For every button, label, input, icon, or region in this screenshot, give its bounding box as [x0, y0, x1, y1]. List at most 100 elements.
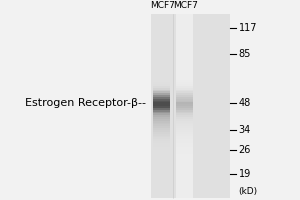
Bar — [176, 128, 193, 130]
Bar — [176, 141, 193, 143]
Bar — [153, 157, 170, 159]
Bar — [176, 49, 193, 51]
Bar — [153, 148, 170, 150]
Bar — [153, 100, 170, 102]
Bar — [153, 78, 170, 80]
Bar — [153, 133, 170, 136]
Bar — [176, 42, 193, 44]
Bar — [176, 78, 193, 80]
Bar — [153, 56, 170, 58]
Bar — [176, 27, 193, 29]
Bar — [153, 99, 170, 101]
Bar — [153, 146, 170, 148]
Bar — [176, 124, 193, 126]
Bar — [176, 14, 193, 16]
Bar — [153, 65, 170, 67]
Bar — [176, 73, 193, 75]
Bar — [176, 91, 193, 93]
Bar — [153, 89, 170, 91]
Bar — [176, 65, 193, 67]
Bar — [176, 154, 193, 156]
Bar — [176, 179, 193, 181]
Bar — [176, 145, 193, 147]
Bar — [176, 167, 193, 169]
Bar — [176, 29, 193, 31]
Bar — [176, 139, 193, 141]
Bar — [153, 25, 170, 27]
Bar — [176, 110, 193, 112]
Bar — [153, 124, 170, 126]
Bar — [153, 97, 170, 99]
Bar — [153, 156, 170, 158]
Text: MCF7: MCF7 — [150, 1, 175, 10]
Bar — [153, 104, 170, 106]
Bar — [176, 190, 193, 193]
Bar — [176, 80, 193, 82]
Bar — [176, 93, 193, 95]
Bar — [176, 183, 193, 185]
Bar — [176, 104, 193, 106]
Bar — [176, 19, 193, 22]
Bar — [153, 176, 170, 178]
Bar — [176, 54, 193, 56]
Bar — [176, 53, 193, 55]
Bar — [151, 14, 230, 198]
Bar — [176, 152, 193, 154]
Bar — [153, 69, 170, 71]
Bar — [176, 161, 193, 163]
Bar — [153, 128, 170, 130]
Bar — [153, 181, 170, 183]
Bar — [153, 141, 170, 143]
Bar — [176, 148, 193, 150]
Bar — [176, 194, 193, 196]
Bar — [176, 174, 193, 176]
Bar — [153, 170, 170, 172]
Bar — [153, 18, 170, 20]
Bar — [153, 161, 170, 163]
Bar — [176, 115, 193, 117]
Text: (kD): (kD) — [238, 187, 258, 196]
Bar — [176, 71, 193, 73]
Bar — [153, 119, 170, 121]
Bar — [176, 97, 193, 99]
Bar — [176, 69, 193, 71]
Bar — [176, 88, 193, 90]
Bar — [153, 185, 170, 187]
Bar — [153, 29, 170, 31]
Bar — [153, 45, 170, 47]
Bar — [153, 16, 170, 18]
Bar — [153, 126, 170, 128]
Text: MCF7: MCF7 — [173, 1, 198, 10]
Bar — [176, 100, 193, 102]
Bar — [153, 150, 170, 152]
Bar — [153, 60, 170, 62]
Bar — [176, 51, 193, 53]
Bar — [176, 126, 193, 128]
Bar — [153, 106, 170, 108]
Bar — [176, 157, 193, 159]
Bar — [153, 122, 170, 124]
Bar — [153, 163, 170, 165]
Bar — [153, 183, 170, 185]
Bar — [176, 67, 193, 69]
Bar — [176, 187, 193, 189]
Bar — [176, 47, 193, 49]
Bar — [153, 115, 170, 117]
Bar — [176, 132, 193, 134]
Bar — [153, 54, 170, 56]
Bar — [153, 110, 170, 112]
Bar — [153, 143, 170, 145]
Bar — [176, 31, 193, 33]
Bar — [176, 25, 193, 27]
Bar — [176, 76, 193, 79]
Bar — [153, 76, 170, 79]
Bar — [153, 80, 170, 82]
Text: 26: 26 — [238, 145, 251, 155]
Bar — [176, 133, 193, 136]
Bar — [153, 67, 170, 69]
Text: 19: 19 — [238, 169, 251, 179]
Bar — [153, 42, 170, 44]
Bar — [153, 154, 170, 156]
Bar — [176, 36, 193, 38]
Text: 117: 117 — [238, 23, 257, 33]
